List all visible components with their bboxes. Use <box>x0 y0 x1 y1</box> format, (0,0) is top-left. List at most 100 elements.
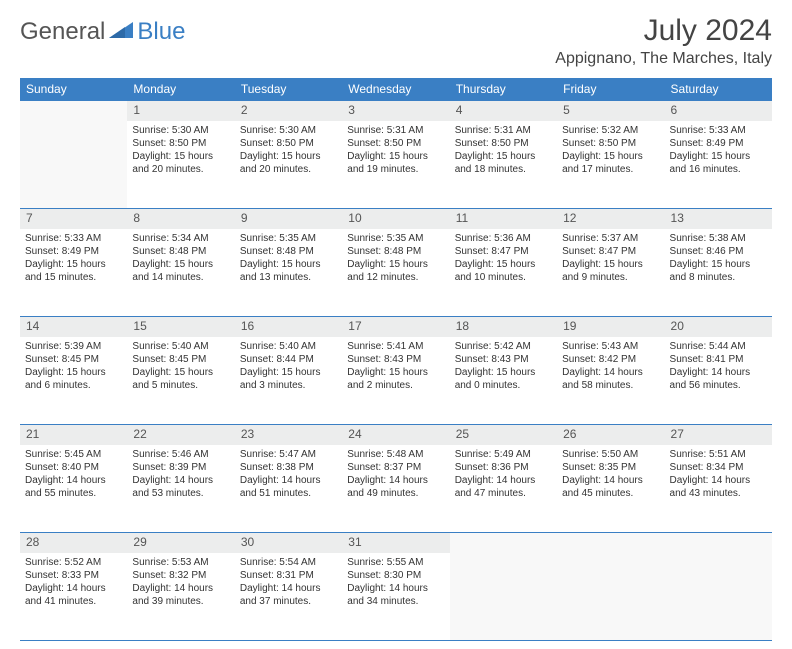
sunrise-text: Sunrise: 5:33 AM <box>670 124 767 137</box>
weekday-header: Tuesday <box>235 78 342 101</box>
day-number-cell: 12 <box>557 209 664 229</box>
daylight-text: and 20 minutes. <box>132 163 229 176</box>
day-number-cell: 7 <box>20 209 127 229</box>
sunset-text: Sunset: 8:50 PM <box>455 137 552 150</box>
sunrise-text: Sunrise: 5:42 AM <box>455 340 552 353</box>
day-cell: Sunrise: 5:54 AMSunset: 8:31 PMDaylight:… <box>235 553 342 641</box>
day-number-cell: 23 <box>235 425 342 445</box>
daylight-text: and 47 minutes. <box>455 487 552 500</box>
sunset-text: Sunset: 8:50 PM <box>347 137 444 150</box>
day-cell: Sunrise: 5:30 AMSunset: 8:50 PMDaylight:… <box>127 121 234 209</box>
day-cell: Sunrise: 5:39 AMSunset: 8:45 PMDaylight:… <box>20 337 127 425</box>
sunrise-text: Sunrise: 5:39 AM <box>25 340 122 353</box>
day-cell: Sunrise: 5:53 AMSunset: 8:32 PMDaylight:… <box>127 553 234 641</box>
day-cell: Sunrise: 5:37 AMSunset: 8:47 PMDaylight:… <box>557 229 664 317</box>
day-number-cell: 30 <box>235 533 342 553</box>
sunset-text: Sunset: 8:50 PM <box>240 137 337 150</box>
weekday-header: Sunday <box>20 78 127 101</box>
daylight-text: Daylight: 15 hours <box>455 258 552 271</box>
daylight-text: and 37 minutes. <box>240 595 337 608</box>
daylight-text: and 56 minutes. <box>670 379 767 392</box>
sunset-text: Sunset: 8:32 PM <box>132 569 229 582</box>
sunrise-text: Sunrise: 5:31 AM <box>347 124 444 137</box>
day-cell: Sunrise: 5:30 AMSunset: 8:50 PMDaylight:… <box>235 121 342 209</box>
sunset-text: Sunset: 8:30 PM <box>347 569 444 582</box>
daylight-text: Daylight: 15 hours <box>240 258 337 271</box>
day-cell: Sunrise: 5:43 AMSunset: 8:42 PMDaylight:… <box>557 337 664 425</box>
day-cell <box>665 553 772 641</box>
sunset-text: Sunset: 8:49 PM <box>670 137 767 150</box>
calendar-page: General Blue July 2024 Appignano, The Ma… <box>0 0 792 649</box>
day-number-cell: 24 <box>342 425 449 445</box>
sunrise-text: Sunrise: 5:55 AM <box>347 556 444 569</box>
daylight-text: and 41 minutes. <box>25 595 122 608</box>
day-number-cell: 6 <box>665 101 772 121</box>
day-cell: Sunrise: 5:42 AMSunset: 8:43 PMDaylight:… <box>450 337 557 425</box>
weekday-header: Thursday <box>450 78 557 101</box>
daylight-text: and 6 minutes. <box>25 379 122 392</box>
calendar-body: 123456Sunrise: 5:30 AMSunset: 8:50 PMDay… <box>20 101 772 641</box>
day-cell: Sunrise: 5:36 AMSunset: 8:47 PMDaylight:… <box>450 229 557 317</box>
logo-triangle-icon <box>109 20 135 45</box>
sunset-text: Sunset: 8:38 PM <box>240 461 337 474</box>
daylight-text: Daylight: 14 hours <box>25 582 122 595</box>
day-number-cell: 20 <box>665 317 772 337</box>
daylight-text: and 45 minutes. <box>562 487 659 500</box>
daylight-text: and 10 minutes. <box>455 271 552 284</box>
day-number-cell: 18 <box>450 317 557 337</box>
sunset-text: Sunset: 8:48 PM <box>347 245 444 258</box>
daylight-text: and 34 minutes. <box>347 595 444 608</box>
sunrise-text: Sunrise: 5:36 AM <box>455 232 552 245</box>
daylight-text: and 43 minutes. <box>670 487 767 500</box>
day-number-cell: 8 <box>127 209 234 229</box>
daylight-text: Daylight: 15 hours <box>240 366 337 379</box>
day-number-cell: 17 <box>342 317 449 337</box>
sunrise-text: Sunrise: 5:44 AM <box>670 340 767 353</box>
week-row: Sunrise: 5:30 AMSunset: 8:50 PMDaylight:… <box>20 121 772 209</box>
daylight-text: and 14 minutes. <box>132 271 229 284</box>
sunset-text: Sunset: 8:44 PM <box>240 353 337 366</box>
logo-text-general: General <box>20 18 105 46</box>
daylight-text: Daylight: 15 hours <box>670 150 767 163</box>
day-cell <box>557 553 664 641</box>
daylight-text: Daylight: 15 hours <box>25 258 122 271</box>
day-number-cell: 21 <box>20 425 127 445</box>
daylight-text: Daylight: 15 hours <box>562 258 659 271</box>
day-cell: Sunrise: 5:33 AMSunset: 8:49 PMDaylight:… <box>20 229 127 317</box>
day-cell: Sunrise: 5:32 AMSunset: 8:50 PMDaylight:… <box>557 121 664 209</box>
daylight-text: Daylight: 15 hours <box>455 150 552 163</box>
day-cell: Sunrise: 5:31 AMSunset: 8:50 PMDaylight:… <box>342 121 449 209</box>
daylight-text: Daylight: 14 hours <box>132 582 229 595</box>
daylight-text: Daylight: 15 hours <box>562 150 659 163</box>
sunrise-text: Sunrise: 5:50 AM <box>562 448 659 461</box>
daylight-text: Daylight: 14 hours <box>240 582 337 595</box>
weekday-header: Friday <box>557 78 664 101</box>
daylight-text: and 0 minutes. <box>455 379 552 392</box>
day-number-row: 21222324252627 <box>20 425 772 445</box>
sunset-text: Sunset: 8:47 PM <box>455 245 552 258</box>
sunrise-text: Sunrise: 5:43 AM <box>562 340 659 353</box>
day-number-cell: 2 <box>235 101 342 121</box>
sunset-text: Sunset: 8:34 PM <box>670 461 767 474</box>
daylight-text: Daylight: 14 hours <box>670 366 767 379</box>
sunrise-text: Sunrise: 5:49 AM <box>455 448 552 461</box>
day-cell: Sunrise: 5:45 AMSunset: 8:40 PMDaylight:… <box>20 445 127 533</box>
logo: General Blue <box>20 14 185 46</box>
week-row: Sunrise: 5:39 AMSunset: 8:45 PMDaylight:… <box>20 337 772 425</box>
day-cell: Sunrise: 5:48 AMSunset: 8:37 PMDaylight:… <box>342 445 449 533</box>
day-cell: Sunrise: 5:40 AMSunset: 8:45 PMDaylight:… <box>127 337 234 425</box>
day-number-cell: 27 <box>665 425 772 445</box>
logo-text-blue: Blue <box>137 18 185 46</box>
day-number-cell <box>450 533 557 553</box>
sunset-text: Sunset: 8:40 PM <box>25 461 122 474</box>
week-row: Sunrise: 5:33 AMSunset: 8:49 PMDaylight:… <box>20 229 772 317</box>
sunrise-text: Sunrise: 5:32 AM <box>562 124 659 137</box>
daylight-text: Daylight: 15 hours <box>670 258 767 271</box>
day-cell: Sunrise: 5:41 AMSunset: 8:43 PMDaylight:… <box>342 337 449 425</box>
daylight-text: and 49 minutes. <box>347 487 444 500</box>
daylight-text: Daylight: 14 hours <box>455 474 552 487</box>
calendar-table: Sunday Monday Tuesday Wednesday Thursday… <box>20 78 772 641</box>
weekday-header: Wednesday <box>342 78 449 101</box>
day-number-cell: 16 <box>235 317 342 337</box>
daylight-text: Daylight: 14 hours <box>132 474 229 487</box>
